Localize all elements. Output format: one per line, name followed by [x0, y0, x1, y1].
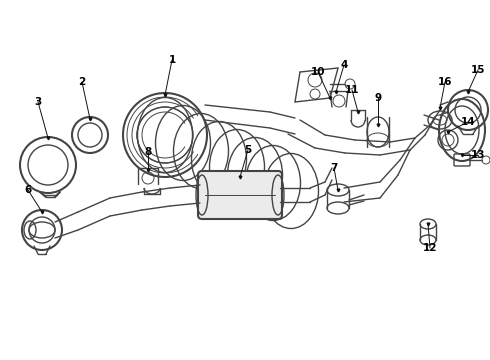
Text: 15: 15	[471, 65, 485, 75]
Text: 8: 8	[145, 147, 151, 157]
Text: 2: 2	[78, 77, 86, 87]
Text: 1: 1	[169, 55, 175, 65]
Text: 13: 13	[471, 150, 485, 160]
Text: 9: 9	[374, 93, 382, 103]
Text: 12: 12	[423, 243, 437, 253]
Text: 7: 7	[330, 163, 338, 173]
Text: 14: 14	[461, 117, 475, 127]
Text: 10: 10	[311, 67, 325, 77]
Text: 3: 3	[34, 97, 42, 107]
Text: 11: 11	[345, 85, 359, 95]
Text: 4: 4	[341, 60, 348, 70]
Text: 6: 6	[24, 185, 32, 195]
FancyBboxPatch shape	[198, 171, 282, 219]
Text: 16: 16	[438, 77, 452, 87]
Text: 5: 5	[245, 145, 252, 155]
